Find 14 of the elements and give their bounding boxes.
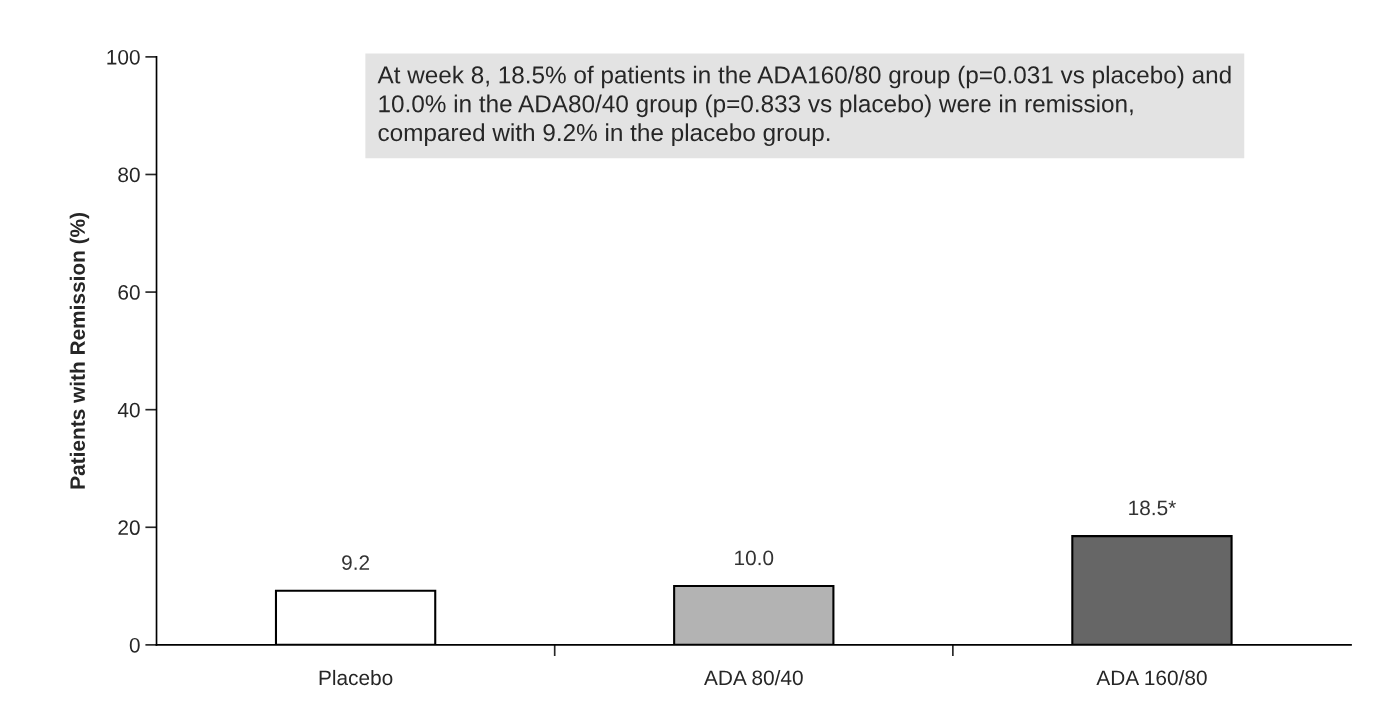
y-tick-label: 80 (118, 167, 140, 183)
y-tick-label: 40 (117, 402, 140, 418)
data-label: 9.2 (342, 555, 370, 570)
data-label: 18.5* (1129, 500, 1176, 516)
y-tick-label: 20 (118, 520, 140, 536)
x-tick-label: ADA 160/80 (1096, 669, 1207, 686)
x-tick-label: Placebo (319, 669, 393, 686)
y-tick-label: 60 (118, 285, 140, 300)
x-tick-label: ADA 80/40 (704, 669, 803, 686)
y-tick-label: 0 (129, 637, 140, 653)
y-axis-title: Patients with Remission (%) (69, 213, 90, 489)
annotation: At week 8, 18.5% of patients in the ADA160/80 group (p=0.031 vs placebo) and 10.0% in the ADA80/40 group (p=0.833 vs placebo) were in remission, compared with 9.2% in the placebo group. (377, 65, 1231, 146)
data-label: 10.0 (735, 550, 774, 566)
y-tick-label: 100 (107, 49, 140, 65)
